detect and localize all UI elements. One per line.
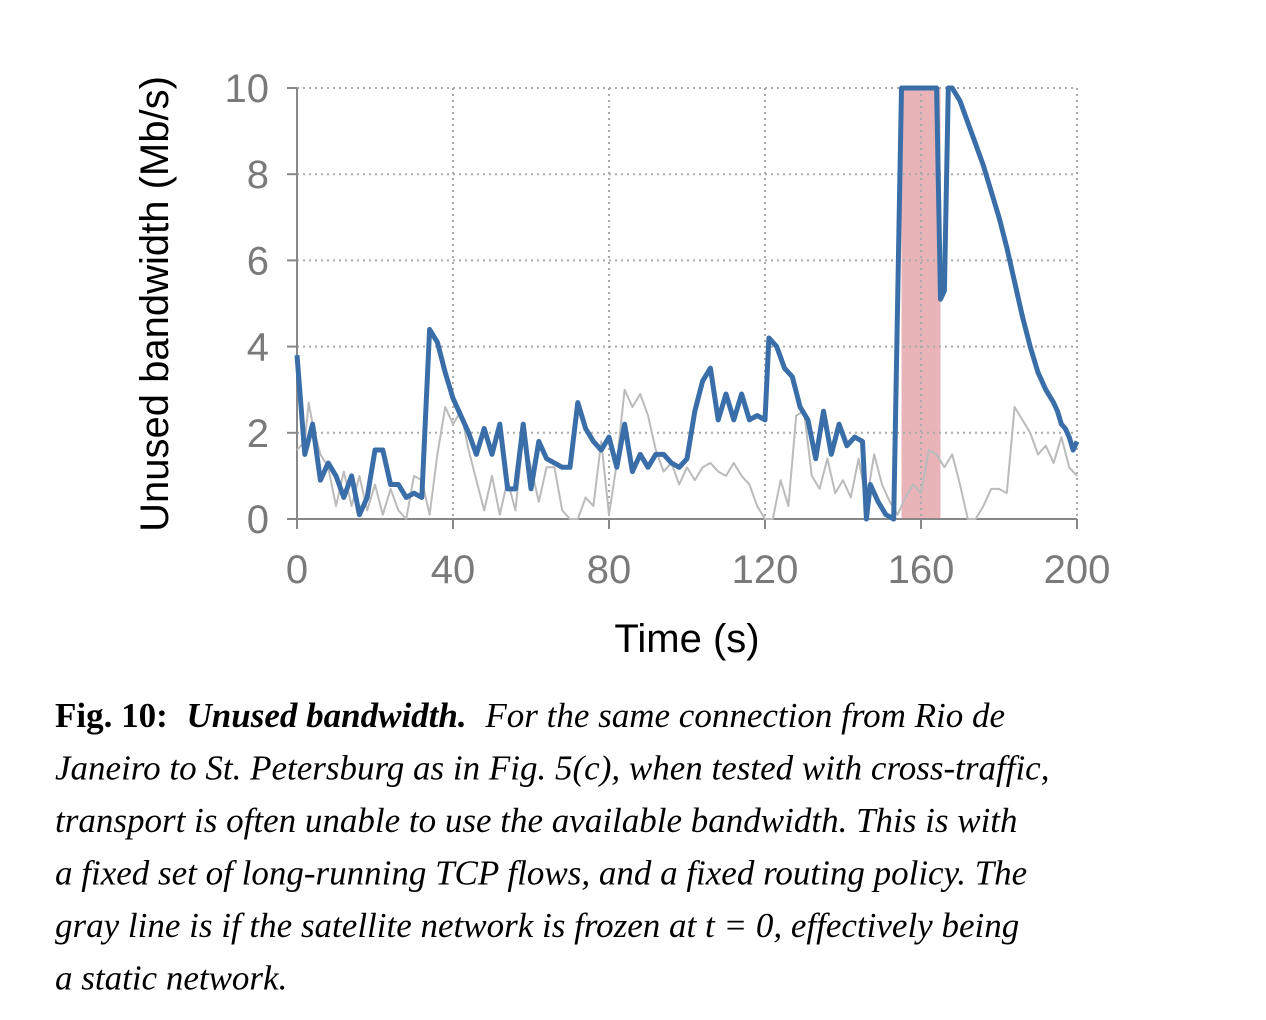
x-tick-label: 40 xyxy=(431,548,476,592)
x-tick-label: 120 xyxy=(732,548,799,592)
caption-title: Unused bandwidth. xyxy=(187,696,467,735)
y-tick-label: 0 xyxy=(247,498,269,542)
caption-text: For the same connection from Rio de xyxy=(484,696,1005,735)
caption-line: a fixed set of long-running TCP flows, a… xyxy=(55,854,1027,893)
y-axis-title: Unused bandwidth (Mb/s) xyxy=(133,76,177,532)
caption-line: Fig. 10: Unused bandwidth. For the same … xyxy=(55,696,1005,735)
caption-line: Janeiro to St. Petersburg as in Fig. 5(c… xyxy=(55,749,1049,788)
caption-line: gray line is if the satellite network is… xyxy=(55,906,1019,945)
x-tick-label: 160 xyxy=(888,548,955,592)
data-line xyxy=(294,85,1080,522)
caption-line: a static network. xyxy=(55,959,287,998)
y-tick-label: 8 xyxy=(247,153,269,197)
shaded-region xyxy=(901,88,941,519)
x-tick-label: 80 xyxy=(587,548,632,592)
y-tick-label: 10 xyxy=(225,67,270,111)
x-tick-label: 0 xyxy=(286,548,308,592)
x-axis-title: Time (s) xyxy=(614,617,759,661)
y-tick-label: 4 xyxy=(247,326,269,370)
y-tick-label: 2 xyxy=(247,412,269,456)
x-tick-label: 200 xyxy=(1044,548,1111,592)
y-tick-label: 6 xyxy=(247,239,269,283)
caption-line: transport is often unable to use the ava… xyxy=(55,801,1018,840)
caption-label: Fig. 10: xyxy=(55,696,168,735)
